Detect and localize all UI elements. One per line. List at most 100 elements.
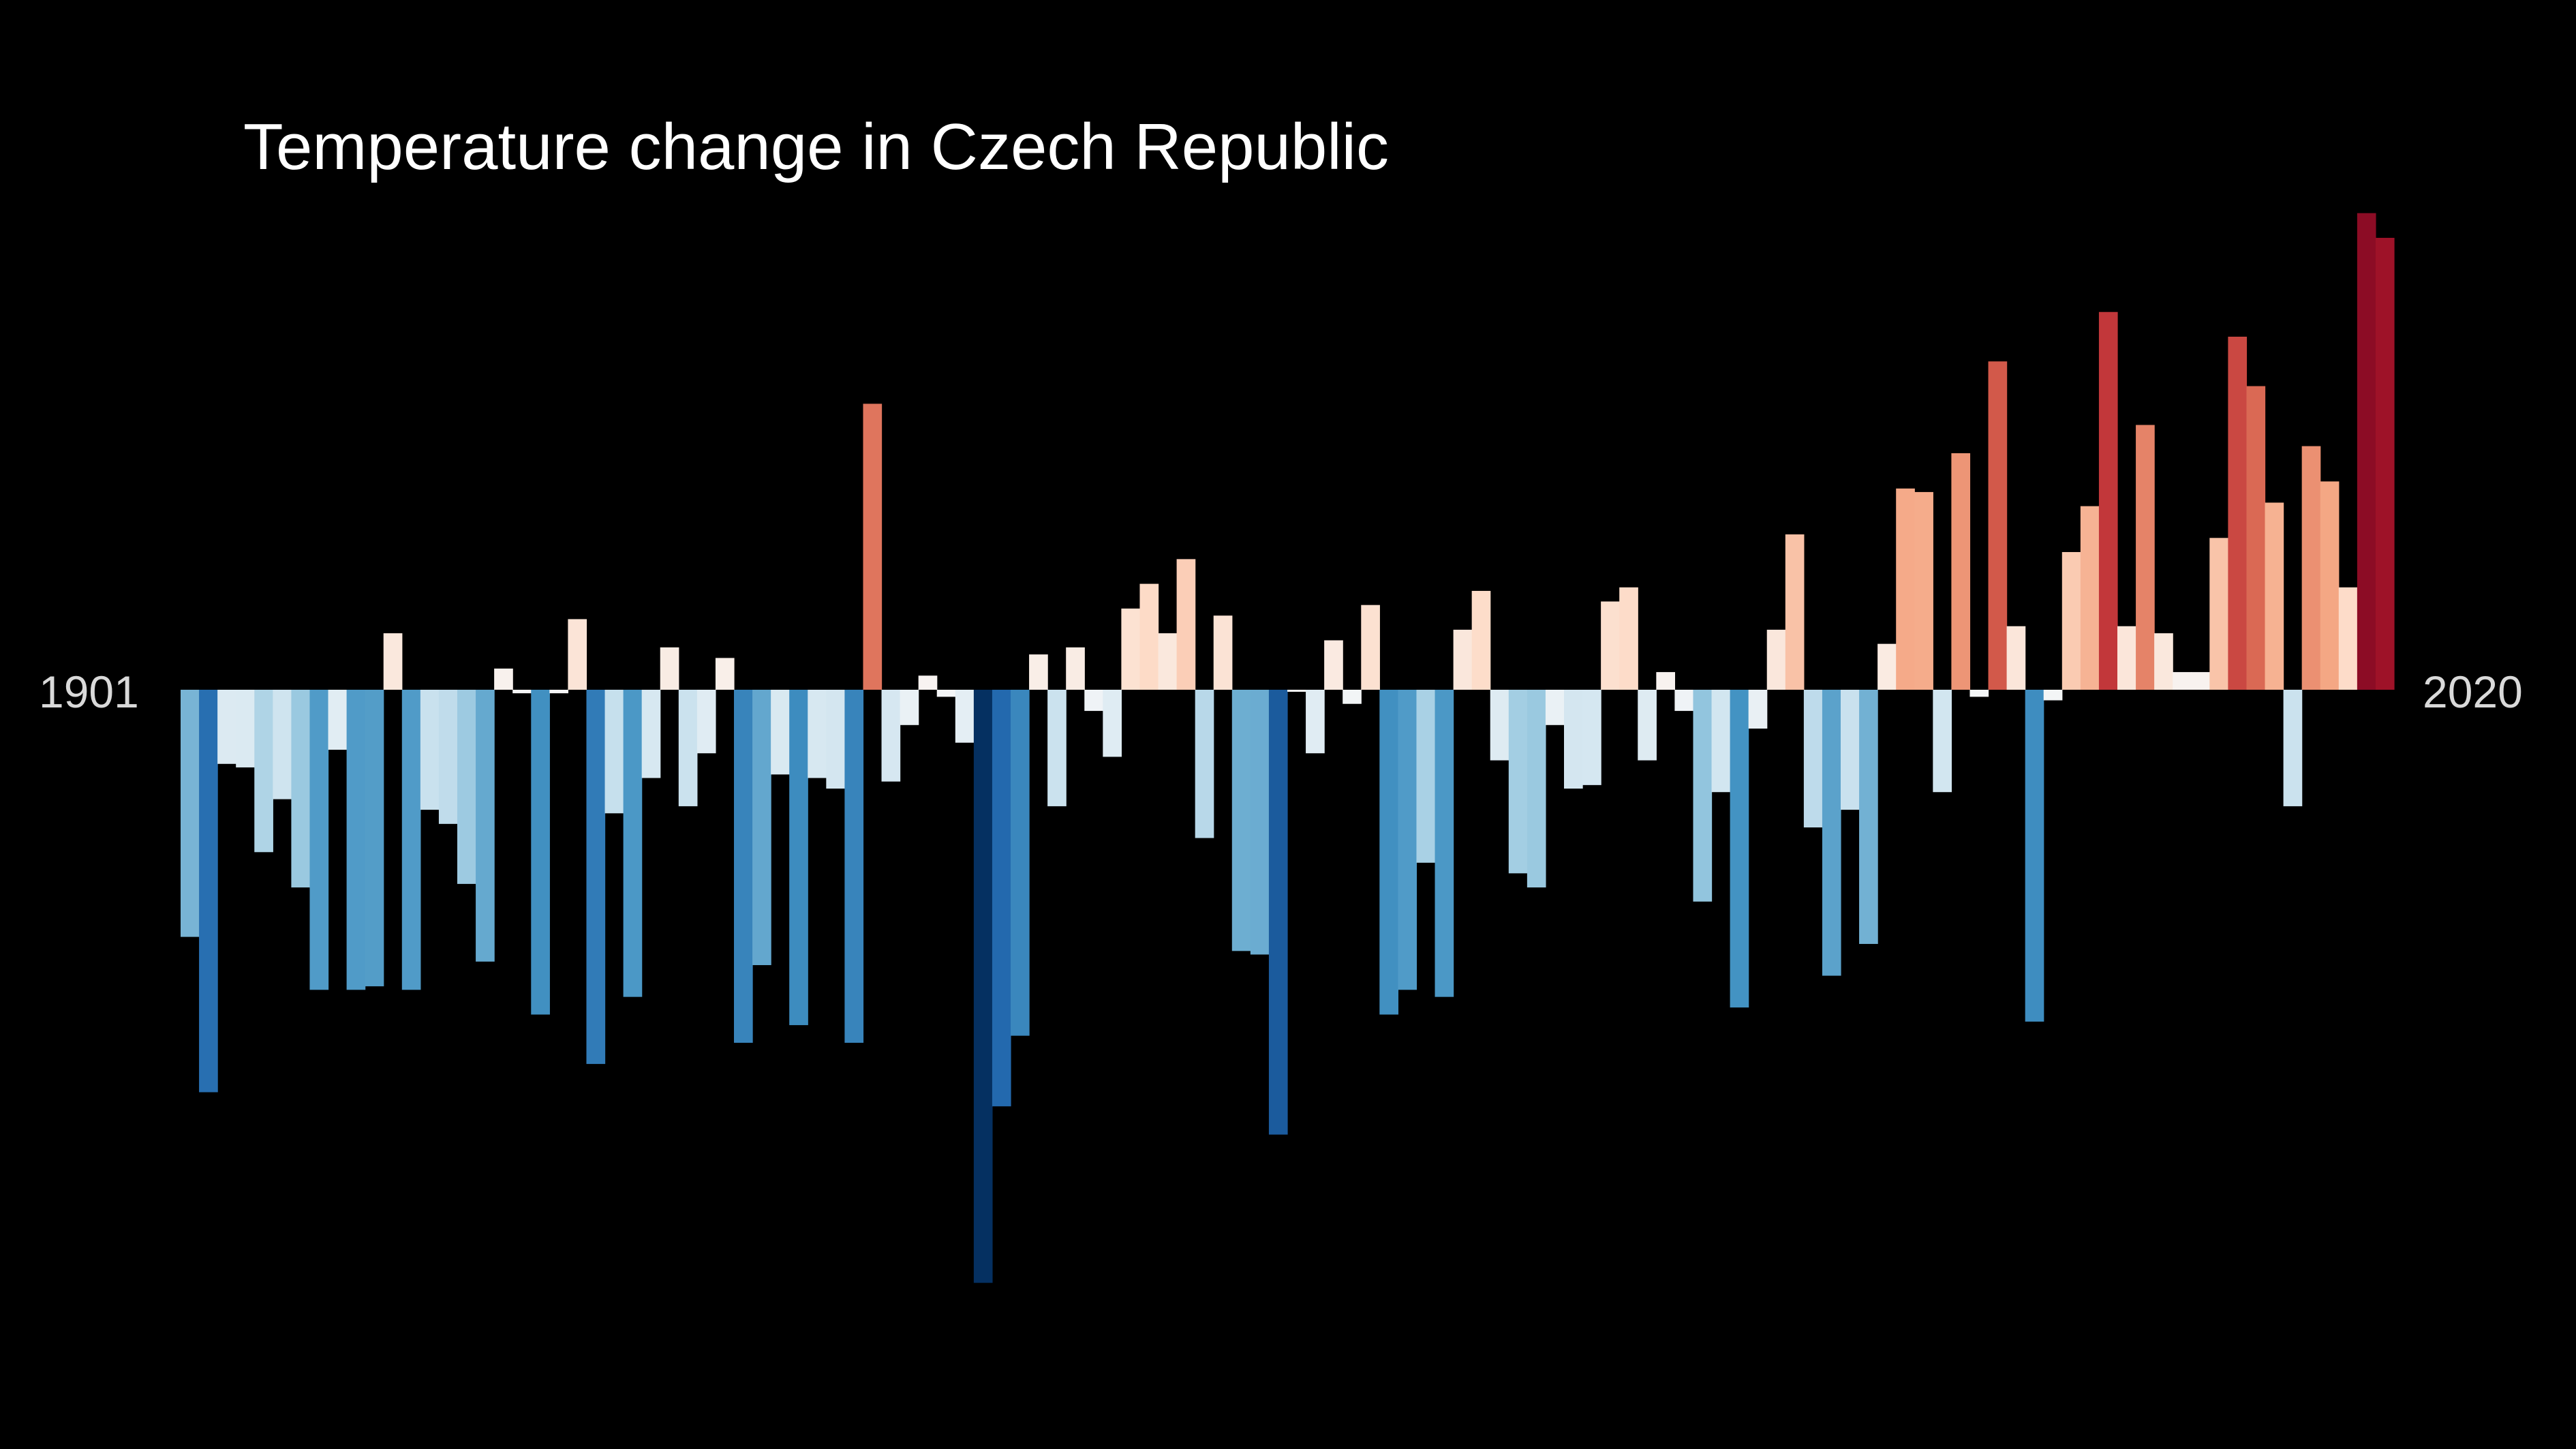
bar-1969 bbox=[1435, 690, 1454, 997]
bar-2017 bbox=[2320, 481, 2340, 690]
bar-2012 bbox=[2228, 337, 2248, 690]
bar-1955 bbox=[1176, 559, 1196, 690]
bar-1988 bbox=[1785, 534, 1805, 690]
bar-2002 bbox=[2043, 690, 2063, 701]
bar-1987 bbox=[1766, 629, 1786, 690]
bar-1929 bbox=[696, 690, 716, 754]
bar-1972 bbox=[1490, 690, 1509, 761]
bar-1936 bbox=[826, 690, 845, 789]
bar-1907 bbox=[291, 690, 311, 888]
bar-2018 bbox=[2338, 587, 2358, 690]
bar-2013 bbox=[2246, 386, 2266, 690]
bar-2014 bbox=[2265, 502, 2284, 690]
bar-1975 bbox=[1545, 690, 1565, 725]
bar-1998 bbox=[1969, 690, 1989, 697]
bar-1980 bbox=[1638, 690, 1657, 761]
bar-1940 bbox=[900, 690, 919, 725]
bar-1902 bbox=[199, 690, 218, 1093]
start-year-label: 1901 bbox=[39, 667, 139, 717]
bar-1924 bbox=[604, 690, 624, 814]
bar-2009 bbox=[2173, 672, 2192, 690]
bar-2016 bbox=[2301, 446, 2321, 690]
bar-1961 bbox=[1287, 690, 1306, 692]
bar-1958 bbox=[1231, 690, 1251, 951]
bar-1962 bbox=[1306, 690, 1325, 754]
bar-1927 bbox=[660, 647, 679, 690]
bar-1901 bbox=[181, 690, 200, 937]
bar-1986 bbox=[1748, 690, 1768, 729]
bar-1904 bbox=[236, 690, 255, 767]
bar-1912 bbox=[383, 633, 403, 690]
bar-2003 bbox=[2061, 551, 2081, 690]
bar-1953 bbox=[1139, 583, 1159, 690]
bar-1994 bbox=[1896, 488, 1915, 690]
bar-1981 bbox=[1656, 672, 1675, 690]
bar-2006 bbox=[2117, 626, 2136, 690]
bar-1995 bbox=[1914, 491, 1933, 690]
bar-1965 bbox=[1361, 605, 1380, 690]
bar-1966 bbox=[1379, 690, 1398, 1015]
bar-1920 bbox=[531, 690, 550, 1015]
bar-1956 bbox=[1195, 690, 1214, 838]
bar-1977 bbox=[1582, 690, 1601, 785]
bar-1947 bbox=[1029, 654, 1048, 690]
bar-1964 bbox=[1343, 690, 1362, 704]
bar-1984 bbox=[1711, 690, 1731, 793]
bar-1938 bbox=[863, 403, 883, 690]
bar-1945 bbox=[992, 690, 1011, 1107]
bar-1954 bbox=[1158, 633, 1178, 690]
bar-1974 bbox=[1527, 690, 1546, 888]
bar-1939 bbox=[881, 690, 901, 782]
bar-1914 bbox=[420, 690, 440, 810]
bar-1983 bbox=[1693, 690, 1713, 902]
bar-1926 bbox=[641, 690, 661, 778]
bar-1976 bbox=[1564, 690, 1583, 789]
bar-1996 bbox=[1933, 690, 1952, 793]
bar-1942 bbox=[936, 690, 956, 697]
bar-1943 bbox=[955, 690, 975, 743]
bar-1989 bbox=[1803, 690, 1823, 828]
bar-1999 bbox=[1988, 361, 2008, 690]
bar-1905 bbox=[254, 690, 273, 853]
bar-1973 bbox=[1508, 690, 1528, 874]
bar-1935 bbox=[808, 690, 827, 778]
bar-1909 bbox=[328, 690, 348, 750]
bar-2000 bbox=[2006, 626, 2026, 690]
bar-1946 bbox=[1011, 690, 1030, 1036]
bar-1963 bbox=[1324, 640, 1343, 690]
bar-2019 bbox=[2357, 213, 2376, 690]
bar-1906 bbox=[273, 690, 292, 799]
bar-1960 bbox=[1268, 690, 1288, 1135]
bar-1919 bbox=[512, 690, 532, 694]
bar-1978 bbox=[1601, 601, 1620, 690]
bar-1913 bbox=[401, 690, 421, 990]
chart-title: Temperature change in Czech Republic bbox=[243, 110, 1389, 183]
bar-1949 bbox=[1066, 647, 1085, 690]
bar-1921 bbox=[549, 690, 568, 694]
bar-1903 bbox=[217, 690, 236, 764]
bar-1982 bbox=[1674, 690, 1694, 712]
bar-1917 bbox=[476, 690, 495, 962]
bar-1930 bbox=[715, 658, 735, 690]
bar-1959 bbox=[1250, 690, 1270, 955]
bar-1911 bbox=[365, 690, 384, 987]
bar-1916 bbox=[457, 690, 476, 884]
bar-1944 bbox=[973, 690, 993, 1283]
bar-1957 bbox=[1213, 615, 1233, 690]
bar-1952 bbox=[1121, 608, 1141, 690]
bar-1932 bbox=[752, 690, 771, 966]
bar-1968 bbox=[1416, 690, 1436, 863]
bar-1948 bbox=[1047, 690, 1067, 806]
bar-1997 bbox=[1951, 453, 1971, 690]
bar-2010 bbox=[2191, 672, 2210, 690]
bar-2005 bbox=[2098, 311, 2118, 690]
bar-1971 bbox=[1471, 590, 1491, 690]
bars-group bbox=[181, 213, 2395, 1283]
bar-1970 bbox=[1453, 629, 1473, 690]
bar-1928 bbox=[678, 690, 698, 806]
bar-1993 bbox=[1877, 643, 1897, 690]
bar-2007 bbox=[2136, 425, 2155, 690]
bar-2008 bbox=[2154, 633, 2173, 690]
bar-1992 bbox=[1859, 690, 1878, 944]
